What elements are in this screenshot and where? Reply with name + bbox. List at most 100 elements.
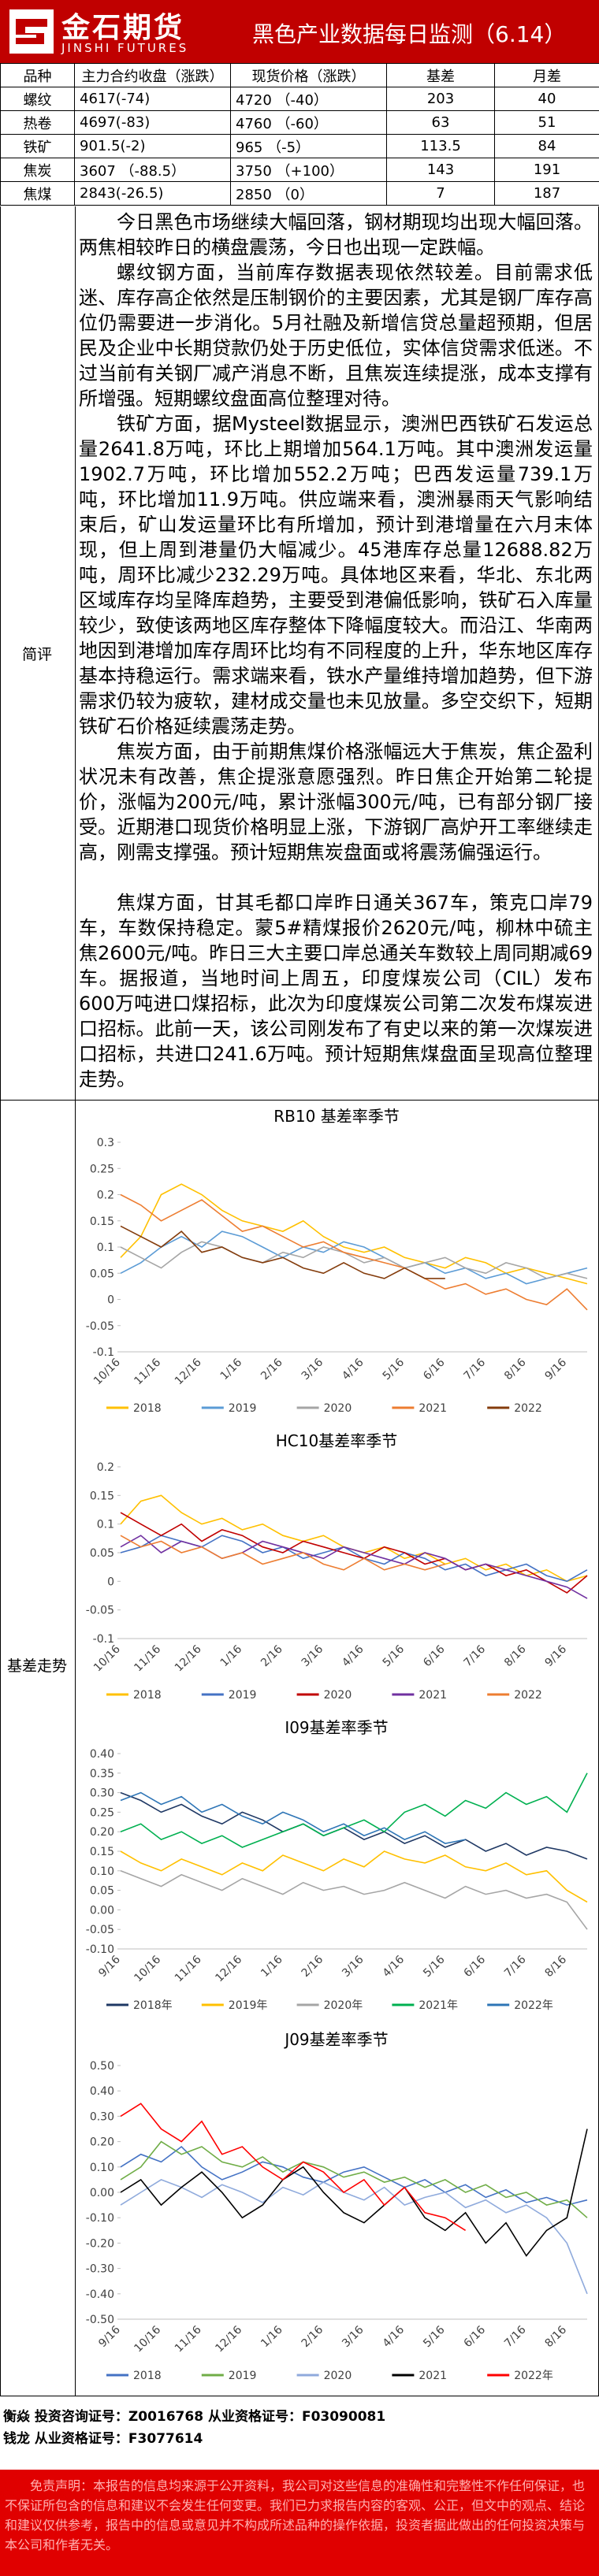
- y-tick-label: -0.05: [86, 1320, 114, 1333]
- chart: RB10 基差率季节 0.3 0.25 0.2 0.15 0.1 0.05 0 -0.05 -0.…: [86, 1107, 588, 1415]
- y-tick-label: -0.05: [86, 1924, 114, 1936]
- x-tick-label: 5/16: [421, 2323, 448, 2350]
- legend-label: 2022年: [514, 2370, 553, 2382]
- legend-label: 2019: [229, 2370, 257, 2382]
- legend-label: 2021: [419, 1402, 447, 1415]
- table-cell: 4697(-83): [74, 110, 231, 135]
- y-tick-label: 0.25: [90, 1806, 114, 1819]
- table-cell: 4760 （-60）: [230, 110, 387, 135]
- table-cell: 铁矿: [0, 134, 75, 158]
- y-tick-label: 0.40: [90, 2085, 114, 2098]
- x-tick-label: 4/16: [381, 1953, 407, 1980]
- table-cell: 203: [386, 87, 495, 111]
- table-cell: 2843(-26.5): [74, 181, 231, 206]
- x-tick-label: 1/16: [259, 2323, 285, 2350]
- y-tick-label: 0.00: [90, 1904, 114, 1917]
- legend-label: 2020: [324, 1402, 352, 1415]
- y-tick-label: 0.25: [90, 1163, 114, 1175]
- table-cell: 51: [494, 110, 599, 135]
- y-tick-label: -0.10: [86, 1943, 114, 1956]
- x-tick-label: 4/16: [340, 1642, 366, 1669]
- y-tick-label: -0.30: [86, 2263, 114, 2276]
- chart: I09基差率季节 0.40 0.35 0.30 0.25 0.20 0.15 0.10 0.05…: [86, 1718, 588, 2012]
- x-tick-label: 1/16: [218, 1356, 245, 1383]
- x-tick-label: 10/16: [91, 1642, 123, 1674]
- x-tick-label: 8/16: [543, 1953, 570, 1980]
- legend-label: 2020年: [324, 1999, 363, 2012]
- charts-label: 基差走势: [6, 1657, 67, 1675]
- paragraph: 今日黑色市场继续大幅回落，钢材期现均出现大幅回落。两焦相较昨日的横盘震荡，今日也…: [79, 211, 593, 258]
- legend-label: 2019年: [229, 1999, 268, 2012]
- chart-title: RB10 基差率季节: [273, 1107, 399, 1126]
- chart-title: HC10基差率季节: [276, 1431, 397, 1450]
- footer-line: 钱龙 从业资格证号：F3077614: [3, 2431, 203, 2447]
- x-tick-label: 9/16: [543, 1642, 570, 1669]
- commentary: 今日黑色市场继续大幅回落，钢材期现均出现大幅回落。两焦相较昨日的横盘震荡，今日也…: [79, 210, 593, 1092]
- chart-title: I09基差率季节: [285, 1718, 388, 1737]
- x-tick-label: 1/16: [218, 1642, 245, 1669]
- y-tick-label: 0.20: [90, 2136, 114, 2149]
- legend-label: 2021: [419, 1689, 447, 1702]
- y-tick-label: 0.50: [90, 2060, 114, 2073]
- legend-label: 2018: [133, 1402, 162, 1415]
- y-tick-label: 0.1: [97, 1519, 114, 1531]
- y-tick-label: 0.05: [90, 1885, 114, 1898]
- y-tick-label: 0.30: [90, 1787, 114, 1800]
- x-tick-label: 12/16: [173, 1642, 204, 1674]
- table-cell: 螺纹: [0, 87, 75, 111]
- table-cell: 2850 （0）: [230, 181, 387, 206]
- x-tick-label: 12/16: [213, 2323, 244, 2355]
- table: 品种 主力合约收盘（涨跌） 现货价格（涨跌） 基差 月差 螺纹 4617(-74) 4720 …: [0, 63, 599, 206]
- x-tick-label: 4/16: [381, 2323, 407, 2350]
- paragraph: 焦煤方面，甘其毛都口岸昨日通关367车，策克口岸79车，车数保持稳定。蒙5#精煤…: [79, 892, 593, 1090]
- column-header: 主力合约收盘（涨跌）: [74, 63, 231, 87]
- x-tick-label: 8/16: [543, 2323, 570, 2350]
- table-header-row: 品种 主力合约收盘（涨跌） 现货价格（涨跌） 基差 月差: [0, 63, 599, 87]
- x-tick-label: 11/16: [173, 2323, 204, 2355]
- legend-label: 2021: [419, 2370, 447, 2382]
- series-line: [120, 1535, 588, 1583]
- x-tick-label: 2/16: [300, 2323, 326, 2350]
- series-line: [120, 2140, 588, 2218]
- paragraph: 螺纹钢方面，当前库存数据表现依然较差。目前需求低迷、库存高企依然是压制钢价的主要…: [79, 262, 593, 410]
- y-tick-label: 0.05: [90, 1268, 114, 1280]
- x-tick-label: 5/16: [421, 1953, 448, 1980]
- series-line: [120, 1230, 588, 1285]
- header-band: 金石期货 JINSHI FUTURES 黑色产业数据每日监测（6.14）: [0, 0, 599, 63]
- x-tick-label: 8/16: [502, 1642, 529, 1669]
- x-tick-label: 12/16: [173, 1356, 204, 1387]
- table-cell: 63: [386, 110, 495, 135]
- table-cell: 113.5: [386, 134, 495, 158]
- x-tick-label: 5/16: [381, 1642, 407, 1669]
- y-tick-label: -0.1: [93, 1346, 114, 1359]
- series-line: [120, 1791, 588, 1860]
- column-header: 月差: [494, 63, 599, 87]
- table-cell: 焦煤: [0, 181, 75, 206]
- y-tick-label: -0.10: [86, 2212, 114, 2225]
- legend-label: 2018年: [133, 1999, 173, 2012]
- x-tick-label: 11/16: [132, 1356, 163, 1387]
- data-table: 品种 主力合约收盘（涨跌） 现货价格（涨跌） 基差 月差 螺纹 4617(-74) 4720 …: [0, 63, 599, 206]
- table-row: 铁矿 901.5(-2) 965 （-5） 113.5 84: [0, 134, 599, 158]
- divider: [1, 1100, 598, 1101]
- table-cell: 901.5(-2): [74, 134, 231, 158]
- table-cell: 热卷: [0, 110, 75, 135]
- series-line: [120, 2129, 588, 2257]
- x-tick-label: 9/16: [543, 1356, 570, 1383]
- chart: J09基差率季节 0.50 0.40 0.30 0.20 0.10 0.00 -0.10 -0.…: [86, 2030, 588, 2382]
- x-tick-label: 2/16: [259, 1356, 285, 1383]
- table-cell: 84: [494, 134, 599, 158]
- series-line: [120, 2145, 588, 2206]
- table-cell: 焦炭: [0, 158, 75, 182]
- x-tick-label: 6/16: [462, 2323, 489, 2350]
- x-tick-label: 8/16: [502, 1356, 529, 1383]
- table-row: 热卷 4697(-83) 4760 （-60） 63 51: [0, 110, 599, 135]
- series-line: [120, 2103, 467, 2231]
- x-tick-label: 3/16: [340, 2323, 366, 2350]
- y-tick-label: -0.05: [86, 1605, 114, 1617]
- x-tick-label: 10/16: [132, 2323, 163, 2355]
- x-tick-label: 7/16: [462, 1356, 489, 1383]
- x-tick-label: 7/16: [462, 1642, 489, 1669]
- x-tick-label: 3/16: [300, 1356, 326, 1383]
